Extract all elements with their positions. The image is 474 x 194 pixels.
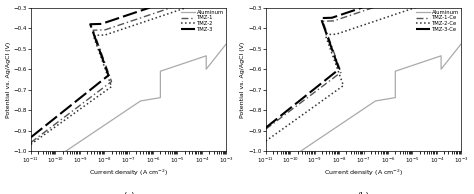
TMZ-2 bbox=[97, 53, 102, 55]
TMZ-2-Ce bbox=[358, 25, 364, 27]
TMZ-2 bbox=[98, 55, 103, 57]
TMZ-3 bbox=[119, 16, 125, 18]
TMZ-3-Ce bbox=[359, 6, 365, 9]
Y-axis label: Potential vs. Ag/AgCl (V): Potential vs. Ag/AgCl (V) bbox=[240, 41, 246, 118]
TMZ-3 bbox=[29, 135, 35, 138]
TMZ-3-Ce bbox=[319, 21, 325, 23]
TMZ-1 bbox=[28, 141, 34, 144]
TMZ-3 bbox=[96, 46, 101, 48]
X-axis label: Current density (A cm$^{-2}$): Current density (A cm$^{-2}$) bbox=[324, 168, 403, 178]
Legend: Aluminum, TMZ-1, TMZ-2, TMZ-3: Aluminum, TMZ-1, TMZ-2, TMZ-3 bbox=[180, 9, 225, 33]
Line: TMZ-1-Ce: TMZ-1-Ce bbox=[266, 8, 374, 129]
TMZ-1 bbox=[99, 52, 104, 54]
TMZ-2-Ce bbox=[263, 140, 269, 142]
TMZ-1-Ce bbox=[344, 16, 349, 18]
TMZ-3-Ce bbox=[328, 44, 333, 47]
TMZ-2 bbox=[128, 25, 134, 27]
Aluminum bbox=[210, 59, 216, 62]
TMZ-1-Ce bbox=[264, 127, 269, 130]
TMZ-1-Ce bbox=[328, 44, 334, 46]
TMZ-2 bbox=[29, 143, 35, 145]
Aluminum bbox=[180, 62, 186, 65]
TMZ-3-Ce bbox=[327, 42, 333, 45]
TMZ-1-Ce bbox=[371, 6, 376, 9]
Line: TMZ-1: TMZ-1 bbox=[31, 8, 172, 143]
TMZ-3 bbox=[96, 48, 102, 50]
Aluminum bbox=[177, 63, 182, 66]
TMZ-3-Ce bbox=[263, 126, 269, 129]
TMZ-3-Ce bbox=[334, 15, 339, 17]
TMZ-2 bbox=[184, 6, 190, 9]
TMZ-3 bbox=[147, 6, 153, 9]
Aluminum bbox=[305, 145, 311, 147]
TMZ-1 bbox=[98, 51, 104, 54]
Text: (b): (b) bbox=[357, 191, 369, 194]
Line: Aluminum: Aluminum bbox=[266, 44, 461, 175]
TMZ-2-Ce bbox=[412, 6, 418, 9]
Line: TMZ-3: TMZ-3 bbox=[31, 8, 150, 137]
TMZ-1 bbox=[169, 6, 174, 9]
Aluminum bbox=[263, 173, 269, 176]
Line: TMZ-3-Ce: TMZ-3-Ce bbox=[266, 8, 362, 128]
TMZ-2 bbox=[28, 143, 34, 146]
Y-axis label: Potential vs. Ag/AgCl (V): Potential vs. Ag/AgCl (V) bbox=[6, 41, 10, 118]
TMZ-1-Ce bbox=[263, 128, 269, 130]
TMZ-1-Ce bbox=[329, 46, 335, 48]
Aluminum bbox=[439, 67, 445, 69]
TMZ-1 bbox=[137, 17, 143, 19]
TMZ-2-Ce bbox=[330, 54, 336, 57]
TMZ-1-Ce bbox=[329, 46, 335, 48]
Line: TMZ-2-Ce: TMZ-2-Ce bbox=[266, 8, 415, 141]
Aluminum bbox=[149, 98, 155, 100]
TMZ-1 bbox=[29, 141, 35, 143]
Aluminum bbox=[204, 67, 210, 69]
Legend: Aluminum, TMZ-1-Ce, TMZ-2-Ce, TMZ-3-Ce: Aluminum, TMZ-1-Ce, TMZ-2-Ce, TMZ-3-Ce bbox=[415, 9, 460, 33]
Text: (a): (a) bbox=[123, 191, 135, 194]
TMZ-1 bbox=[98, 49, 103, 52]
TMZ-2-Ce bbox=[380, 17, 386, 20]
Aluminum bbox=[445, 59, 451, 62]
Aluminum bbox=[458, 43, 464, 45]
TMZ-1-Ce bbox=[320, 22, 326, 24]
TMZ-3 bbox=[100, 22, 105, 25]
Aluminum bbox=[223, 43, 229, 45]
Aluminum bbox=[384, 98, 390, 100]
Aluminum bbox=[412, 63, 418, 66]
TMZ-3 bbox=[28, 136, 34, 139]
TMZ-2 bbox=[98, 55, 103, 57]
TMZ-1 bbox=[117, 24, 122, 26]
Aluminum bbox=[415, 62, 420, 65]
TMZ-2 bbox=[151, 17, 156, 20]
TMZ-3 bbox=[96, 48, 102, 50]
Aluminum bbox=[28, 173, 34, 176]
Aluminum bbox=[70, 145, 76, 147]
TMZ-2-Ce bbox=[329, 54, 335, 56]
TMZ-2-Ce bbox=[329, 52, 335, 54]
TMZ-3-Ce bbox=[264, 126, 269, 128]
Line: Aluminum: Aluminum bbox=[31, 44, 226, 175]
Line: TMZ-2: TMZ-2 bbox=[31, 8, 187, 144]
TMZ-2-Ce bbox=[264, 139, 269, 142]
X-axis label: Current density (A cm$^{-2}$): Current density (A cm$^{-2}$) bbox=[89, 168, 168, 178]
TMZ-3-Ce bbox=[328, 44, 333, 46]
